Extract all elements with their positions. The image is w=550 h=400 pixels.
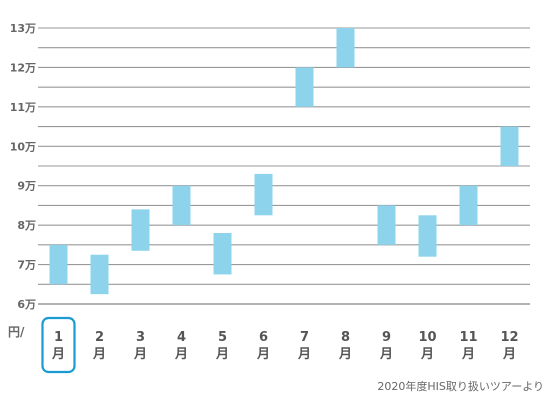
month-label: 6月 (256, 330, 270, 362)
x-axis-unit-label: 円/ (8, 325, 25, 339)
range-bar (49, 244, 68, 285)
month-number: 3 (136, 330, 145, 345)
month-label: 11 月 (459, 330, 477, 362)
month-label: 5月 (215, 330, 229, 362)
month-number: 8 (341, 330, 350, 345)
month-label: 2月 (92, 330, 106, 362)
gridlines (38, 27, 530, 305)
month-suffix: 月 (502, 347, 516, 362)
month-suffix: 月 (420, 347, 434, 362)
month-label: 7月 (297, 330, 311, 362)
y-tick-label: 11万 (10, 101, 36, 114)
range-bar (295, 67, 314, 107)
month-suffix: 月 (338, 347, 352, 362)
range-bar (213, 233, 232, 275)
month-label: 10 月 (418, 330, 436, 362)
month-number: 12 (500, 330, 518, 345)
month-suffix: 月 (297, 347, 311, 362)
range-bar (418, 215, 437, 257)
month-suffix: 月 (51, 347, 65, 362)
range-bar (254, 173, 273, 216)
range-bar (459, 185, 478, 226)
month-number: 5 (218, 330, 227, 345)
month-suffix: 月 (92, 347, 106, 362)
range-bar (90, 254, 109, 295)
month-suffix: 月 (461, 347, 475, 362)
month-number: 11 (459, 330, 477, 345)
range-bars (49, 28, 519, 295)
range-bar (500, 126, 519, 166)
month-number: 2 (95, 330, 104, 345)
y-tick-label: 7万 (17, 259, 36, 272)
month-number: 1 (54, 330, 63, 345)
month-number: 6 (259, 330, 268, 345)
month-label: 3月 (133, 330, 147, 362)
y-tick-label: 10万 (10, 140, 36, 153)
month-label: 4月 (174, 330, 188, 362)
month-suffix: 月 (133, 347, 147, 362)
y-tick-label: 8万 (17, 219, 36, 232)
source-note: 2020年度HIS取り扱いツアーより (377, 380, 544, 393)
month-number: 7 (300, 330, 309, 345)
range-bar (377, 205, 396, 245)
highlight-box (41, 316, 76, 374)
y-axis-ticks: 6万 7万 8万 9万 10万 11万 12万 13万 (10, 22, 36, 311)
month-number: 10 (418, 330, 436, 345)
month-label: 12 月 (500, 330, 518, 362)
month-label: 8月 (338, 330, 352, 362)
month-suffix: 月 (256, 347, 270, 362)
y-tick-label: 13万 (10, 22, 36, 35)
range-bar (172, 185, 191, 226)
month-label: 1月 (51, 330, 65, 362)
y-tick-label: 12万 (10, 61, 36, 74)
range-bar (336, 28, 355, 68)
month-number: 4 (177, 330, 186, 345)
month-label: 9月 (379, 330, 393, 362)
range-bar (131, 209, 150, 251)
y-tick-label: 9万 (17, 180, 36, 193)
month-suffix: 月 (379, 347, 393, 362)
month-number: 9 (382, 330, 391, 345)
y-tick-label: 6万 (17, 298, 36, 311)
month-suffix: 月 (215, 347, 229, 362)
month-suffix: 月 (174, 347, 188, 362)
